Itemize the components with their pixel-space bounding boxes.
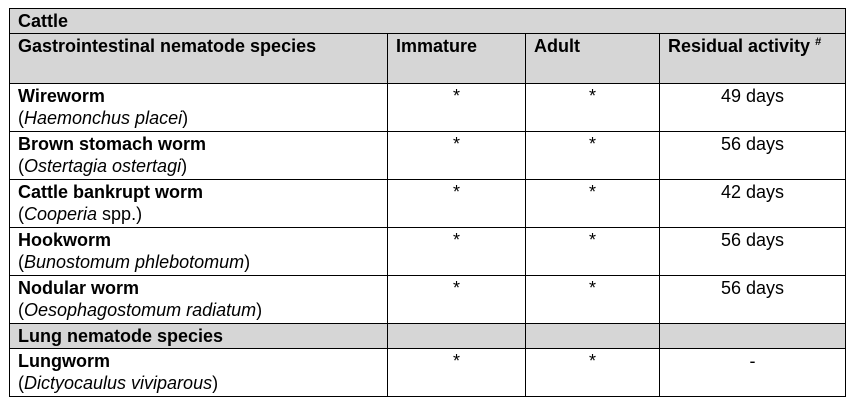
- species-cell: Brown stomach worm (Ostertagia ostertagi…: [9, 131, 388, 180]
- common-name: Cattle bankrupt worm: [18, 182, 204, 202]
- residual-cell: 56 days: [658, 131, 847, 180]
- header-row: Gastrointestinal nematode species Immatu…: [9, 33, 847, 84]
- section-title-cattle: Cattle: [8, 8, 847, 34]
- header-residual-footnote-mark: #: [815, 36, 822, 48]
- adult-cell: *: [525, 275, 660, 324]
- scientific-name: (Cooperia spp.): [18, 204, 143, 224]
- immature-cell: *: [387, 348, 526, 397]
- header-residual-label: Residual activity: [668, 36, 811, 56]
- immature-cell: *: [387, 227, 526, 276]
- section-row-lung: Lung nematode species: [9, 323, 847, 349]
- adult-cell: *: [525, 227, 660, 276]
- immature-cell: *: [387, 83, 526, 132]
- section-filler: [387, 323, 526, 349]
- scientific-name: (Oesophagostomum radiatum): [18, 300, 263, 320]
- common-name: Lungworm: [18, 351, 110, 371]
- common-name: Hookworm: [18, 230, 112, 250]
- nematode-efficacy-table: Cattle Gastrointestinal nematode species…: [8, 8, 847, 397]
- header-species: Gastrointestinal nematode species: [9, 33, 388, 84]
- immature-cell: *: [387, 131, 526, 180]
- common-name: Brown stomach worm: [18, 134, 207, 154]
- table-row: Wireworm (Haemonchus placei) * * 49 days: [9, 83, 847, 132]
- scientific-name: (Ostertagia ostertagi): [18, 156, 188, 176]
- residual-cell: -: [658, 348, 847, 397]
- section-title-lung: Lung nematode species: [9, 323, 388, 349]
- species-cell: Hookworm (Bunostomum phlebotomum): [9, 227, 388, 276]
- adult-cell: *: [525, 179, 660, 228]
- header-immature: Immature: [387, 33, 526, 84]
- adult-cell: *: [525, 348, 660, 397]
- common-name: Wireworm: [18, 86, 105, 106]
- table-row: Cattle bankrupt worm (Cooperia spp.) * *…: [9, 179, 847, 228]
- residual-cell: 56 days: [658, 227, 847, 276]
- scientific-name: (Dictyocaulus viviparous): [18, 373, 219, 393]
- immature-cell: *: [387, 179, 526, 228]
- species-cell: Cattle bankrupt worm (Cooperia spp.): [9, 179, 388, 228]
- scientific-name: (Haemonchus placei): [18, 108, 189, 128]
- species-cell: Wireworm (Haemonchus placei): [9, 83, 388, 132]
- section-filler: [658, 323, 847, 349]
- species-cell: Lungworm (Dictyocaulus viviparous): [9, 348, 388, 397]
- section-filler: [525, 323, 660, 349]
- immature-cell: *: [387, 275, 526, 324]
- section-row-cattle: Cattle: [8, 8, 847, 34]
- residual-cell: 56 days: [658, 275, 847, 324]
- adult-cell: *: [525, 131, 660, 180]
- species-cell: Nodular worm (Oesophagostomum radiatum): [9, 275, 388, 324]
- table-row: Hookworm (Bunostomum phlebotomum) * * 56…: [9, 227, 847, 276]
- table-row: Nodular worm (Oesophagostomum radiatum) …: [9, 275, 847, 324]
- table-row: Lungworm (Dictyocaulus viviparous) * * -: [9, 348, 847, 397]
- header-residual: Residual activity #: [658, 33, 847, 84]
- residual-cell: 42 days: [658, 179, 847, 228]
- scientific-name: (Bunostomum phlebotomum): [18, 252, 251, 272]
- residual-cell: 49 days: [658, 83, 847, 132]
- table-row: Brown stomach worm (Ostertagia ostertagi…: [9, 131, 847, 180]
- header-adult: Adult: [525, 33, 660, 84]
- common-name: Nodular worm: [18, 278, 140, 298]
- adult-cell: *: [525, 83, 660, 132]
